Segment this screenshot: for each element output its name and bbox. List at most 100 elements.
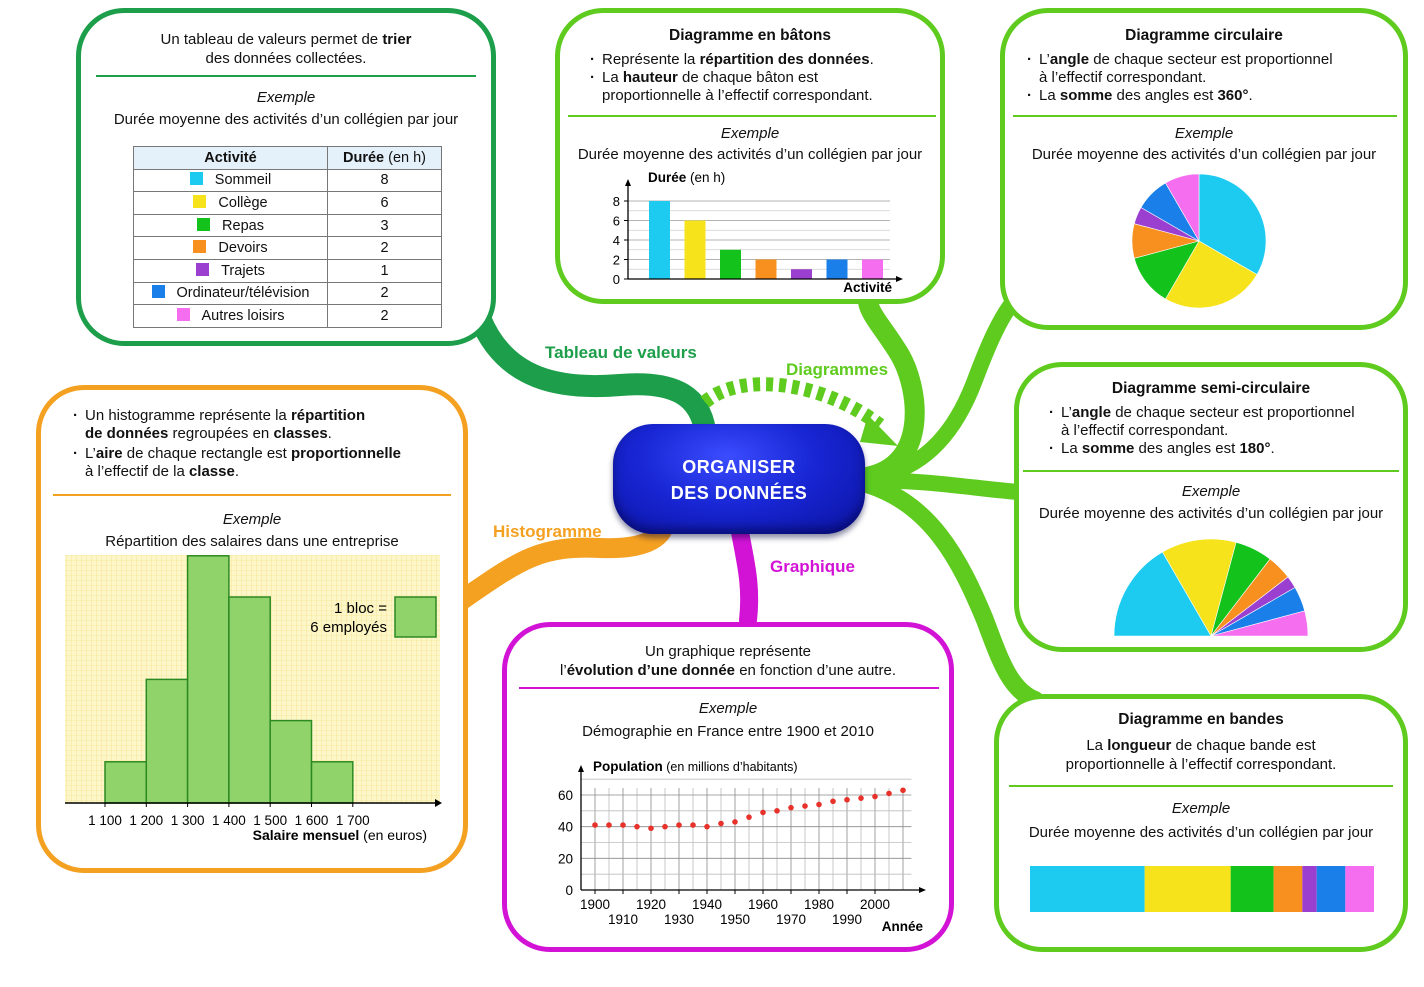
- batons-b1-post: .: [869, 51, 874, 68]
- semi-b2-kw2: 180°: [1239, 440, 1271, 457]
- histo-bullet-2-line2: à l’effectif de la classe.: [73, 463, 401, 481]
- table-cell-activity: Autres loisirs: [133, 304, 328, 328]
- population-point: [718, 820, 724, 827]
- branch-diagrammes-arrowhead: [860, 415, 898, 446]
- graphique-separator: [519, 687, 939, 689]
- branch-histogramme: [452, 510, 675, 610]
- tableau-separator: [96, 75, 476, 77]
- tableau-intro-line2: des données collectées.: [205, 50, 367, 67]
- histogram-legend-block: [394, 596, 437, 638]
- batons-bullet-1: Représente la répartition des données.: [590, 51, 874, 69]
- population-point: [746, 814, 752, 820]
- circulaire-title: Diagramme circulaire: [1125, 27, 1283, 44]
- histo-b2-kw: aire: [95, 445, 123, 462]
- values-table-header: Activité Durée (en h): [133, 146, 442, 170]
- graphique-box: Un graphique représente l’évolution d’un…: [502, 622, 954, 952]
- bar-y-tick-label: 6: [613, 214, 620, 229]
- population-point: [858, 795, 864, 801]
- line-x-tick-label: 1920: [636, 897, 666, 912]
- table-cell-duration: 1: [327, 258, 442, 283]
- table-row: Autres loisirs 2: [133, 304, 442, 328]
- histo-b1-l2-kw2: classes: [273, 425, 328, 442]
- population-chart-xlabel: Année: [882, 919, 924, 934]
- bar-sommeil: [649, 201, 670, 279]
- histogram-bar: [269, 719, 313, 804]
- histo-example-label: Exemple: [222, 511, 282, 528]
- swatch-college: [193, 194, 207, 208]
- population-point: [704, 823, 710, 830]
- batons-bullet-2: La hauteur de chaque bâton est: [590, 69, 874, 87]
- line-y-axis-arrow: [578, 765, 584, 772]
- batons-b2-pre: La: [602, 69, 623, 86]
- bandes-separator: [1009, 785, 1393, 787]
- bandes-l1-post: de chaque bande est: [1171, 737, 1316, 754]
- swatch-repas: [197, 217, 211, 231]
- histogram-x-tick-label: 1 300: [171, 813, 205, 828]
- branch-batons: [850, 292, 925, 488]
- values-table-header-duration-kw: Durée: [342, 149, 385, 166]
- histo-example-title: Répartition des salaires dans une entrep…: [105, 533, 399, 550]
- band-chart: [1030, 866, 1374, 912]
- population-point: [774, 808, 780, 814]
- histo-b1-l2-kw: de données: [85, 425, 169, 442]
- table-cell-duration: 2: [327, 236, 442, 260]
- population-point: [760, 809, 766, 816]
- table-row: Ordinateur/télévision 2: [133, 281, 442, 306]
- circulaire-bullet-2: La somme des angles est 360°.: [1027, 87, 1333, 105]
- tableau-box: Un tableau de valeurs permet de trier de…: [76, 8, 496, 346]
- population-point: [900, 787, 906, 794]
- circulaire-separator: [1013, 115, 1397, 117]
- band-loisirs: [1345, 866, 1374, 912]
- semi-box: Diagramme semi-circulaire L’angle de cha…: [1014, 362, 1408, 652]
- histogram-bar: [145, 678, 189, 804]
- histogram-x-tick-label: 1 400: [212, 813, 246, 828]
- bar-repas: [720, 249, 741, 279]
- activity-label: Trajets: [221, 262, 265, 279]
- bandes-l1-pre: La: [1086, 737, 1108, 754]
- circulaire-example-label: Exemple: [1174, 125, 1234, 142]
- tableau-example-label: Exemple: [256, 89, 316, 106]
- batons-b1-pre: Représente la: [602, 51, 700, 68]
- histo-b2-kw2: proportionnelle: [291, 445, 402, 462]
- histogram-bar: [104, 761, 148, 804]
- table-row: Repas 3: [133, 213, 442, 238]
- pie-slice-college: [1165, 240, 1258, 309]
- graphique-desc-line2: l’évolution d’une donnée en fonction d’u…: [507, 662, 949, 680]
- bandes-desc-line1: La longueur de chaque bande est: [999, 737, 1403, 755]
- batons-b2-post: de chaque bâton est: [677, 69, 818, 86]
- bandes-box: Diagramme en bandes La longueur de chaqu…: [994, 694, 1408, 952]
- population-point: [844, 796, 850, 803]
- swatch-sommeil: [189, 172, 203, 186]
- histogram-xlabel: Salaire mensuel (en euros): [253, 827, 427, 843]
- histogram-x-tick-label: 1 100: [88, 813, 122, 828]
- band-devoirs: [1273, 866, 1303, 912]
- table-cell-activity: Devoirs: [133, 236, 328, 260]
- swatch-ordinateur: [151, 285, 165, 299]
- branch-bandes: [851, 473, 1044, 709]
- line-y-tick-label: 0: [565, 883, 573, 898]
- graphique-l2-kw: évolution d’une donnée: [566, 662, 736, 679]
- population-point: [830, 798, 836, 805]
- table-cell-duration: 3: [327, 213, 442, 238]
- values-table-header-duration-unit: (en h): [384, 149, 427, 166]
- branch-graphique: [731, 523, 759, 629]
- semi-title: Diagramme semi-circulaire: [1111, 380, 1311, 397]
- batons-bullet-2-line2: proportionnelle à l’effectif corresponda…: [602, 87, 873, 104]
- histogram-x-axis-arrow: [435, 799, 442, 807]
- histogram-chart: 1 100 1 200 1 300 1 400 1 500 1 600 1 700 1 bl…: [65, 555, 442, 843]
- population-point: [690, 822, 696, 828]
- pie-chart: [1131, 173, 1267, 309]
- branch-label-histogramme: Histogramme: [493, 522, 602, 541]
- circulaire-bullet-1: L’angle de chaque secteur est proportion…: [1027, 51, 1333, 69]
- population-point: [648, 825, 654, 832]
- graphique-example-title: Démographie en France entre 1900 et 2010: [582, 723, 874, 740]
- table-cell-activity: Trajets: [133, 258, 328, 283]
- histo-bullet-1-line2: de données regroupées en classes.: [73, 425, 401, 443]
- histogram-bar: [186, 555, 230, 804]
- branch-label-diagrammes: Diagrammes: [786, 360, 889, 379]
- bar-chart: 0 2 4 6 8 Durée (en h) Activité: [613, 170, 903, 295]
- histogram-bar: [228, 596, 271, 804]
- batons-b1-kw: répartition des données: [699, 51, 870, 68]
- branch-label-tableau: Tableau de valeurs: [545, 343, 697, 362]
- population-point: [802, 803, 808, 809]
